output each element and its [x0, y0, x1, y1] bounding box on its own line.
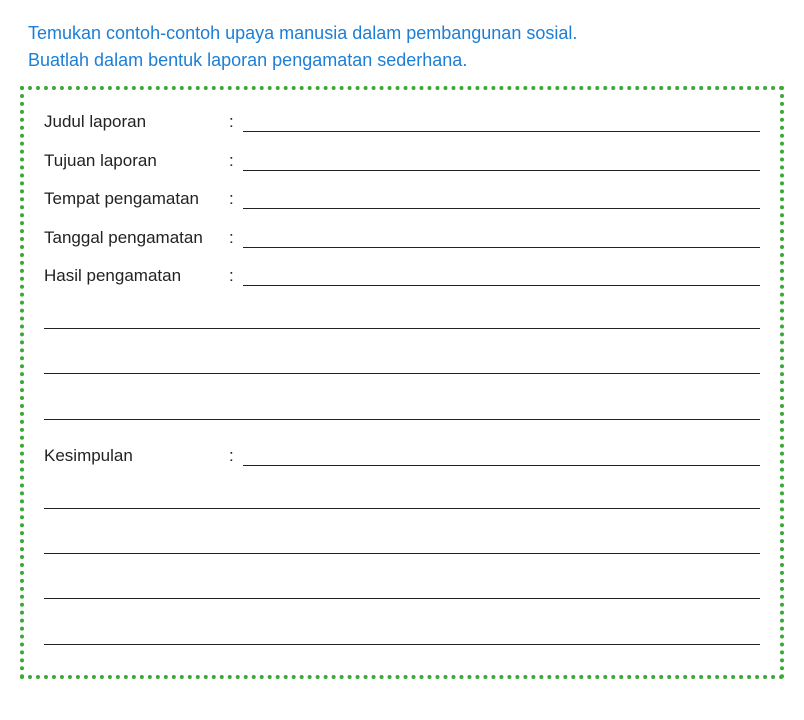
colon: : — [229, 266, 243, 286]
report-form-box: Judul laporan : Tujuan laporan : Tempat … — [20, 86, 784, 679]
label-judul: Judul laporan — [44, 112, 229, 132]
input-line-tempat[interactable] — [243, 189, 760, 209]
colon: : — [229, 228, 243, 248]
field-tanggal-pengamatan: Tanggal pengamatan : — [44, 227, 760, 247]
field-kesimpulan: Kesimpulan : — [44, 446, 760, 466]
input-line-tujuan[interactable] — [243, 150, 760, 170]
input-line-hasil-1[interactable] — [243, 266, 760, 286]
input-line-kesimpulan-1[interactable] — [243, 446, 760, 466]
worksheet-container: Temukan contoh-contoh upaya manusia dala… — [20, 20, 784, 679]
label-tanggal: Tanggal pengamatan — [44, 228, 229, 248]
colon: : — [229, 151, 243, 171]
label-kesimpulan: Kesimpulan — [44, 446, 229, 466]
input-line-kesimpulan-5[interactable] — [44, 625, 760, 644]
colon: : — [229, 189, 243, 209]
field-tujuan-laporan: Tujuan laporan : — [44, 150, 760, 170]
instruction-text: Temukan contoh-contoh upaya manusia dala… — [20, 20, 784, 74]
input-line-kesimpulan-4[interactable] — [44, 580, 760, 599]
input-line-kesimpulan-3[interactable] — [44, 535, 760, 554]
label-hasil: Hasil pengamatan — [44, 266, 229, 286]
label-tujuan: Tujuan laporan — [44, 151, 229, 171]
label-tempat: Tempat pengamatan — [44, 189, 229, 209]
input-line-tanggal[interactable] — [243, 227, 760, 247]
field-hasil-pengamatan: Hasil pengamatan : — [44, 266, 760, 286]
input-line-hasil-3[interactable] — [44, 355, 760, 374]
colon: : — [229, 112, 243, 132]
instruction-line-2: Buatlah dalam bentuk laporan pengamatan … — [28, 50, 467, 70]
input-line-kesimpulan-2[interactable] — [44, 490, 760, 509]
instruction-line-1: Temukan contoh-contoh upaya manusia dala… — [28, 23, 577, 43]
input-line-judul[interactable] — [243, 112, 760, 132]
input-line-hasil-4[interactable] — [44, 400, 760, 419]
input-line-hasil-2[interactable] — [44, 310, 760, 329]
field-judul-laporan: Judul laporan : — [44, 112, 760, 132]
colon: : — [229, 446, 243, 466]
field-tempat-pengamatan: Tempat pengamatan : — [44, 189, 760, 209]
